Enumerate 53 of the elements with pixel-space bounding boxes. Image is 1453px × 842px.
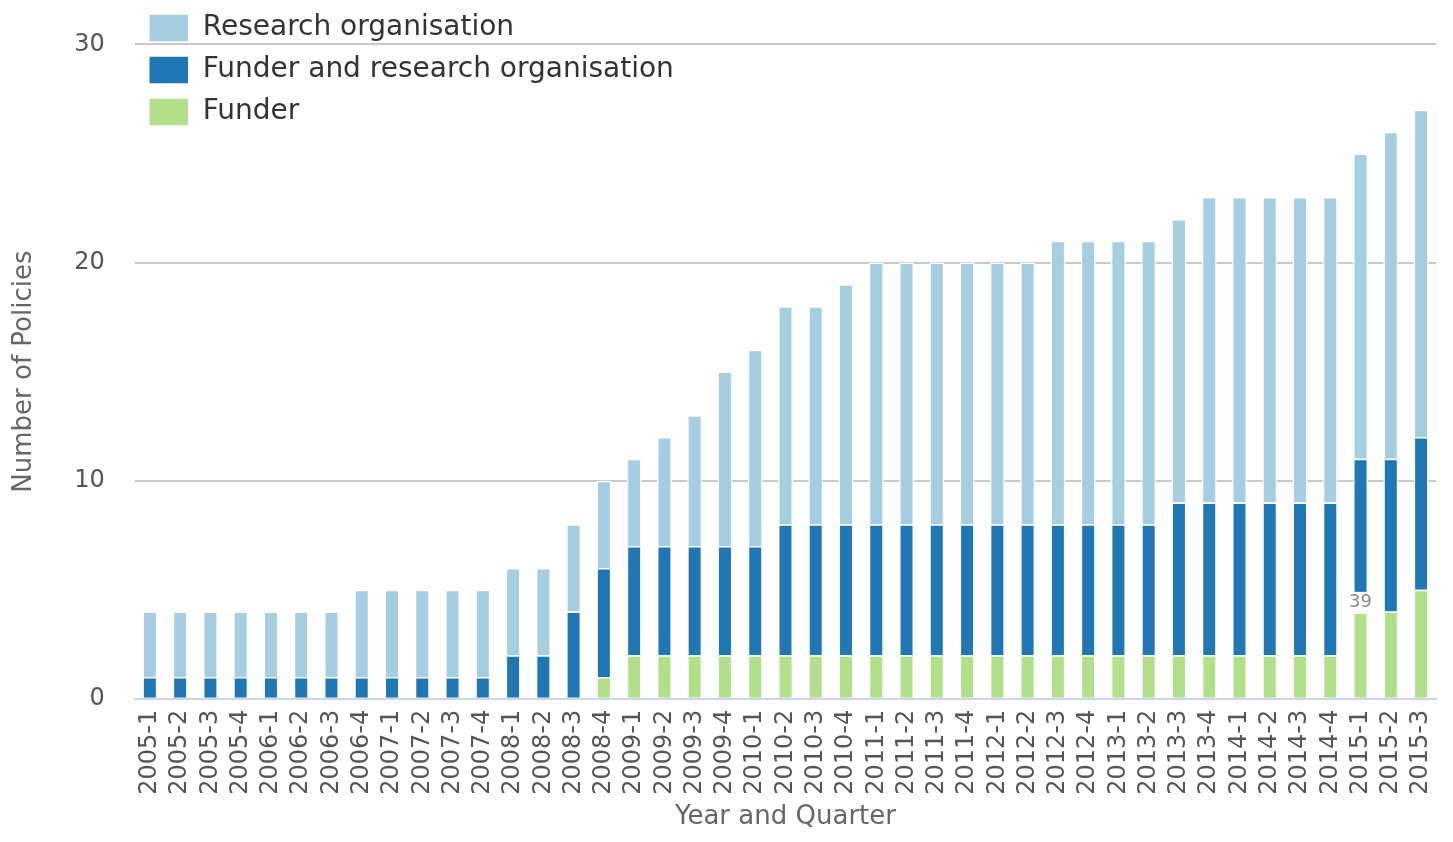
y-tick-label: 30 <box>74 28 105 57</box>
x-tick-label: 2010-3 <box>799 709 828 795</box>
x-tick-label: 2011-2 <box>890 709 919 795</box>
legend-label: Research organisation <box>202 9 515 43</box>
x-tick-label: 2011-4 <box>951 709 980 795</box>
x-tick-label: 2012-3 <box>1042 709 1071 795</box>
x-tick-label: 2007-2 <box>406 709 435 795</box>
x-tick-label: 2013-4 <box>1193 709 1222 795</box>
x-tick-label: 2014-4 <box>1314 709 1343 795</box>
x-tick-label: 2009-2 <box>648 709 677 795</box>
x-tick-label: 2010-4 <box>830 709 859 795</box>
y-tick-label: 10 <box>74 464 105 493</box>
x-tick-label: 2012-4 <box>1072 709 1101 795</box>
x-tick-label: 2012-1 <box>981 709 1010 795</box>
x-tick-label: 2006-4 <box>345 709 374 795</box>
x-tick-label: 2007-4 <box>467 709 496 795</box>
x-tick-label: 2015-3 <box>1405 709 1434 795</box>
x-tick-label: 2009-4 <box>709 709 738 795</box>
x-tick-label: 2008-1 <box>497 709 526 795</box>
x-tick-label: 2006-2 <box>285 709 314 795</box>
x-tick-label: 2015-2 <box>1375 709 1404 795</box>
x-tick-label: 2006-3 <box>315 709 344 795</box>
x-tick-label: 2007-3 <box>436 709 465 795</box>
x-tick-label: 2009-1 <box>618 709 647 795</box>
y-axis-title: Number of Policies <box>7 250 38 493</box>
x-tick-label: 2007-1 <box>376 709 405 795</box>
x-tick-label: 2011-3 <box>921 709 950 795</box>
x-tick-label: 2014-3 <box>1284 709 1313 795</box>
annotation: 39 <box>1349 590 1372 612</box>
x-tick-label: 2006-1 <box>255 709 284 795</box>
x-tick-label: 2012-2 <box>1011 709 1040 795</box>
x-tick-label: 2011-1 <box>860 709 889 795</box>
x-tick-label: 2013-1 <box>1102 709 1131 795</box>
x-tick-label: 2008-4 <box>588 709 617 795</box>
x-tick-label: 2005-3 <box>194 709 223 795</box>
x-tick-label: 2014-2 <box>1253 709 1282 795</box>
x-tick-label: 2005-4 <box>224 709 253 795</box>
x-tick-label: 2010-2 <box>769 709 798 795</box>
y-tick-label: 0 <box>89 683 105 712</box>
y-tick-label: 20 <box>74 246 105 275</box>
x-tick-label: 2015-1 <box>1344 709 1373 795</box>
legend-label: Funder and research organisation <box>202 51 674 85</box>
x-tick-label: 2008-3 <box>557 709 586 795</box>
legend-label: Funder <box>202 93 300 127</box>
x-axis-title: Year and Quarter <box>674 800 897 831</box>
x-tick-label: 2009-3 <box>678 709 707 795</box>
x-tick-label: 2013-2 <box>1132 709 1161 795</box>
x-tick-label: 2014-1 <box>1223 709 1252 795</box>
x-tick-label: 2005-2 <box>164 709 193 795</box>
x-tick-label: 2008-2 <box>527 709 556 795</box>
x-tick-label: 2013-3 <box>1163 709 1192 795</box>
x-tick-label: 2010-1 <box>739 709 768 795</box>
x-tick-label: 2005-1 <box>134 709 163 795</box>
